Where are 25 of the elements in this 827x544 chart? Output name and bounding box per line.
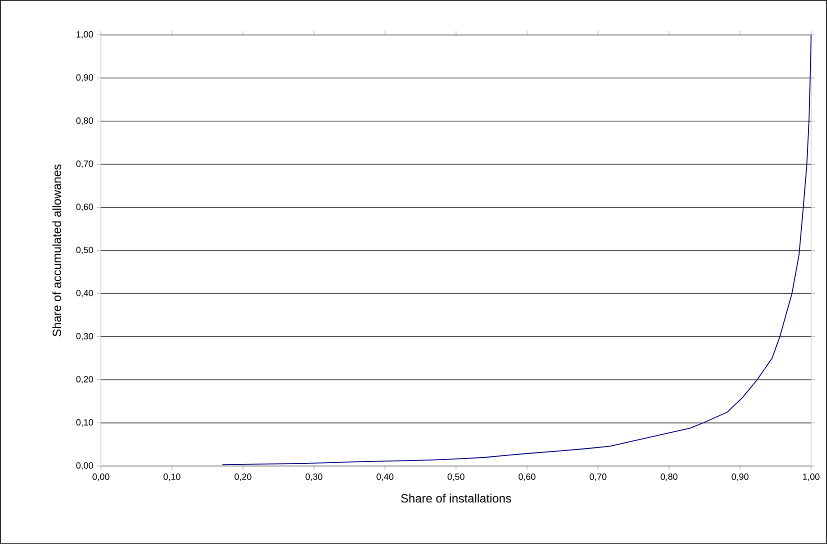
x-tick-label: 0,60 [518, 474, 536, 481]
y-tick-label: 0,00 [76, 462, 94, 470]
x-tick-label: 0,40 [376, 474, 394, 481]
x-axis-title: Share of installations [401, 494, 512, 503]
x-tick-label: 0,50 [448, 474, 464, 481]
y-tick-label: 0,50 [76, 246, 94, 254]
line-series [222, 34, 812, 466]
x-tick-label: 0,90 [732, 474, 748, 481]
x-tick-label: 0,00 [92, 474, 110, 481]
x-tick-label: 0,70 [590, 474, 606, 481]
x-tick-label: 0,10 [164, 474, 180, 481]
y-tick-label: 0,80 [76, 117, 94, 125]
x-tick-label: 0,30 [306, 474, 322, 481]
y-tick-label: 0,90 [76, 74, 94, 82]
y-tick-label: 0,20 [76, 376, 94, 384]
y-tick-label: 0,10 [76, 419, 94, 427]
x-tick-label: 0,20 [234, 474, 252, 481]
x-tick-label: 0,80 [660, 474, 678, 481]
y-axis-title: Share of accumulated allowanes [52, 164, 62, 336]
y-tick-label: 0,60 [76, 204, 94, 212]
y-tick-label: 0,30 [76, 332, 94, 340]
y-tick-label: 1,00 [76, 31, 94, 39]
y-tick-label: 0,40 [76, 290, 94, 298]
y-tick-label: 0,70 [76, 160, 94, 168]
x-tick-label: 1,00 [803, 474, 820, 481]
